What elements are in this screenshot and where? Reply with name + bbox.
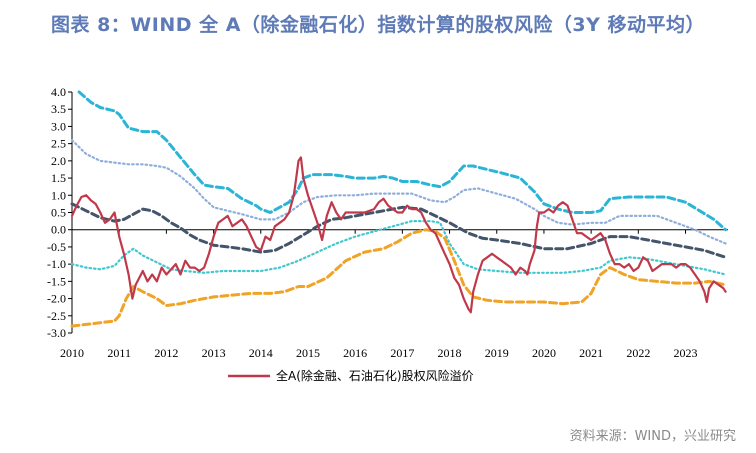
y-tick-label: 1.0	[51, 188, 66, 202]
y-tick-label: 3.5	[51, 102, 66, 116]
x-tick-label: 2010	[60, 346, 84, 360]
legend-label: 全A(除金融、石油石化)股权风险溢价	[276, 368, 474, 383]
chart-series	[70, 90, 728, 328]
chart-title: 图表 8：WIND 全 A（除金融石化）指数计算的股权风险（3Y 移动平均）	[50, 14, 706, 36]
x-tick-label: 2016	[343, 346, 367, 360]
y-tick-label: 3.0	[51, 119, 66, 133]
dotted-band-line	[70, 220, 727, 276]
x-tick-label: 2022	[626, 346, 650, 360]
dashed-band-line	[77, 90, 728, 232]
dotted-band-line	[70, 139, 727, 245]
erp-series-line	[70, 156, 727, 314]
y-tick-label: 0.0	[51, 223, 66, 237]
x-tick-label: 2020	[532, 346, 556, 360]
x-tick-label: 2013	[202, 346, 226, 360]
y-tick-label: -1.5	[47, 274, 66, 288]
chart-legend: 全A(除金融、石油石化)股权风险溢价	[228, 368, 474, 383]
x-tick-label: 2021	[579, 346, 603, 360]
y-tick-label: -3.0	[47, 326, 66, 340]
x-tick-label: 2019	[485, 346, 509, 360]
x-tick-label: 2012	[154, 346, 178, 360]
y-tick-label: 1.5	[51, 171, 66, 185]
x-tick-label: 2014	[249, 346, 273, 360]
y-tick-label: -2.0	[47, 292, 66, 306]
x-tick-label: 2018	[438, 346, 462, 360]
dashed-band-line	[70, 228, 728, 328]
y-tick-label: 0.5	[51, 206, 66, 220]
y-tick-label: -1.0	[47, 257, 66, 271]
x-tick-label: 2015	[296, 346, 320, 360]
x-tick-label: 2023	[674, 346, 698, 360]
y-tick-label: -2.5	[47, 309, 66, 323]
chart-axes: 4.0 3.5 3.0 2.5 2.0 1.5 1.0 0.5 0.0 -0.5 -1.0 -1.5 -…	[47, 85, 728, 360]
source-note: 资料来源：WIND，兴业研究	[569, 429, 736, 444]
x-tick-label: 2011	[107, 346, 131, 360]
dashed-band-line	[70, 202, 728, 259]
x-tick-label: 2017	[390, 346, 414, 360]
y-tick-label: -0.5	[47, 240, 66, 254]
y-tick-label: 2.5	[51, 137, 66, 151]
y-tick-label: 4.0	[51, 85, 66, 99]
y-tick-label: 2.0	[51, 154, 66, 168]
